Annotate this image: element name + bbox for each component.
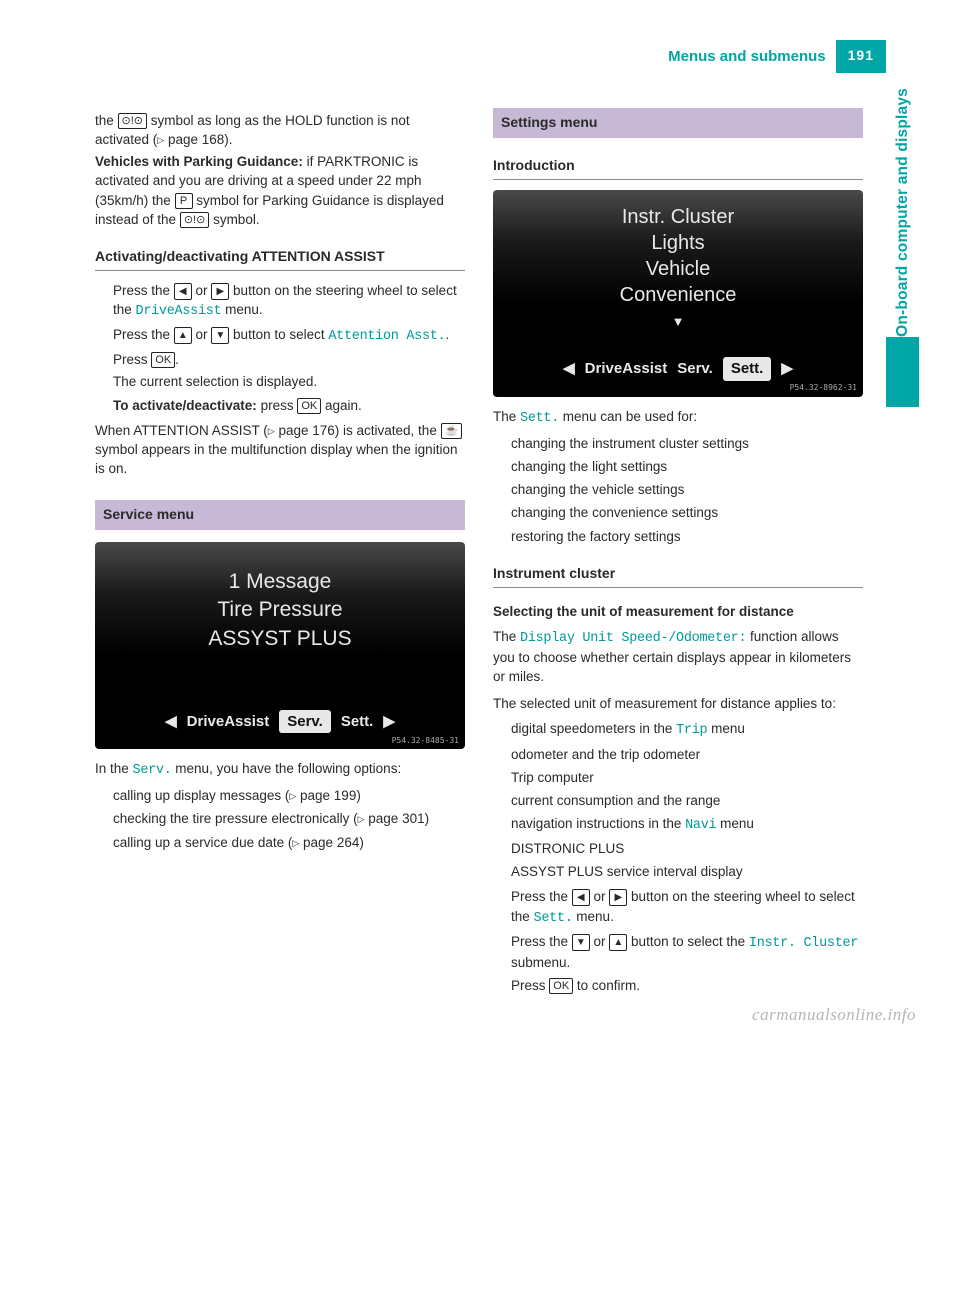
right-column: Settings menu Introduction Instr. Cluste… — [493, 108, 863, 1001]
page-header: Menus and submenus 191 — [668, 40, 886, 73]
left-arrow-icon: ◀ — [174, 283, 192, 300]
unit-applies-list: digital speedometers in the Trip menu od… — [493, 719, 863, 881]
unit-selection-heading: Selecting the unit of measurement for di… — [493, 602, 863, 621]
list-item: changing the vehicle settings — [493, 480, 863, 499]
header-page-number: 191 — [836, 40, 886, 73]
step-item: Press the ▲ or ▼ button to select Attent… — [95, 325, 465, 346]
image-code: P54.32-8962-31 — [790, 382, 857, 393]
side-tab-block — [886, 337, 919, 407]
page-ref-icon: ▷ — [268, 426, 275, 436]
unit-applies-to: The selected unit of measurement for dis… — [493, 694, 863, 713]
tab-arrow-left-icon: ◀ — [563, 358, 575, 379]
attention-assist-heading: Activating/deactivating ATTENTION ASSIST — [95, 247, 465, 271]
step-item: Press the ▼ or ▲ button to select the In… — [493, 932, 863, 972]
side-tab: On-board computer and displays — [886, 80, 919, 407]
ok-button-icon: OK — [297, 398, 321, 414]
display-text: Instr. Cluster Lights Vehicle Convenienc… — [493, 204, 863, 331]
step-item: Press the ◀ or ▶ button on the steering … — [95, 281, 465, 321]
list-item: calling up a service due date (▷ page 26… — [95, 833, 465, 852]
hold-note: the ⊙!⊙ symbol as long as the HOLD funct… — [95, 111, 465, 149]
down-arrow-icon: ▼ — [211, 327, 229, 344]
image-code: P54.32-8485-31 — [392, 735, 459, 746]
down-arrow-icon: ▼ — [572, 934, 590, 951]
list-item: DISTRONIC PLUS — [493, 839, 863, 858]
settings-intro: The Sett. menu can be used for: — [493, 407, 863, 428]
left-column: the ⊙!⊙ symbol as long as the HOLD funct… — [95, 108, 465, 1001]
settings-options: changing the instrument cluster settings… — [493, 434, 863, 546]
service-options: calling up display messages (▷ page 199)… — [95, 786, 465, 851]
list-item: changing the instrument cluster settings — [493, 434, 863, 453]
list-item: checking the tire pressure electronicall… — [95, 809, 465, 828]
tab-arrow-right-icon: ▶ — [781, 358, 793, 379]
left-arrow-icon: ◀ — [572, 889, 590, 906]
unit-steps: Press the ◀ or ▶ button on the steering … — [493, 887, 863, 995]
attention-after-note: When ATTENTION ASSIST (▷ page 176) is ac… — [95, 421, 465, 478]
up-arrow-icon: ▲ — [174, 327, 192, 344]
p-symbol-icon: P — [175, 193, 193, 209]
side-tab-label: On-board computer and displays — [892, 80, 914, 337]
service-intro: In the Serv. menu, you have the followin… — [95, 759, 465, 780]
service-menu-heading: Service menu — [95, 500, 465, 530]
step-item: Press the ◀ or ▶ button on the steering … — [493, 887, 863, 927]
display-tabs: ◀ DriveAssist Serv. Sett. ▶ — [493, 357, 863, 380]
list-item: navigation instructions in the Navi menu — [493, 814, 863, 835]
header-title: Menus and submenus — [668, 40, 836, 73]
up-arrow-icon: ▲ — [609, 934, 627, 951]
list-item: restoring the factory settings — [493, 527, 863, 546]
attention-steps: Press the ◀ or ▶ button on the steering … — [95, 281, 465, 415]
parking-guidance-note: Vehicles with Parking Guidance: if PARKT… — [95, 152, 465, 229]
unit-description: The Display Unit Speed-/Odometer: functi… — [493, 627, 863, 686]
step-item: Press OK to confirm. — [493, 976, 863, 995]
watermark: carmanualsonline.info — [752, 1003, 916, 1027]
scroll-down-icon: ▼ — [493, 314, 863, 331]
list-item: changing the convenience settings — [493, 503, 863, 522]
ok-button-icon: OK — [549, 978, 573, 994]
list-item: current consumption and the range — [493, 791, 863, 810]
tab-arrow-left-icon: ◀ — [165, 711, 177, 732]
cup-icon: ☕ — [441, 423, 463, 439]
tab-arrow-right-icon: ▶ — [383, 711, 395, 732]
page-ref-icon: ▷ — [358, 814, 365, 824]
list-item: Trip computer — [493, 768, 863, 787]
hold-symbol-icon: ⊙!⊙ — [180, 212, 210, 228]
service-display-image: 1 Message Tire Pressure ASSYST PLUS ◀ Dr… — [95, 542, 465, 749]
display-tabs: ◀ DriveAssist Serv. Sett. ▶ — [95, 710, 465, 733]
list-item: odometer and the trip odometer — [493, 745, 863, 764]
right-arrow-icon: ▶ — [609, 889, 627, 906]
hold-symbol-icon: ⊙!⊙ — [118, 113, 148, 129]
instrument-cluster-heading: Instrument cluster — [493, 564, 863, 588]
right-arrow-icon: ▶ — [211, 283, 229, 300]
introduction-heading: Introduction — [493, 156, 863, 180]
step-item: Press OK. The current selection is displ… — [95, 350, 465, 391]
list-item: calling up display messages (▷ page 199) — [95, 786, 465, 805]
list-item: changing the light settings — [493, 457, 863, 476]
settings-display-image: Instr. Cluster Lights Vehicle Convenienc… — [493, 190, 863, 397]
list-item: digital speedometers in the Trip menu — [493, 719, 863, 740]
ok-button-icon: OK — [151, 352, 175, 368]
display-text: 1 Message Tire Pressure ASSYST PLUS — [95, 568, 465, 653]
list-item: ASSYST PLUS service interval display — [493, 862, 863, 881]
settings-menu-heading: Settings menu — [493, 108, 863, 138]
step-item: To activate/deactivate: press OK again. — [95, 396, 465, 415]
